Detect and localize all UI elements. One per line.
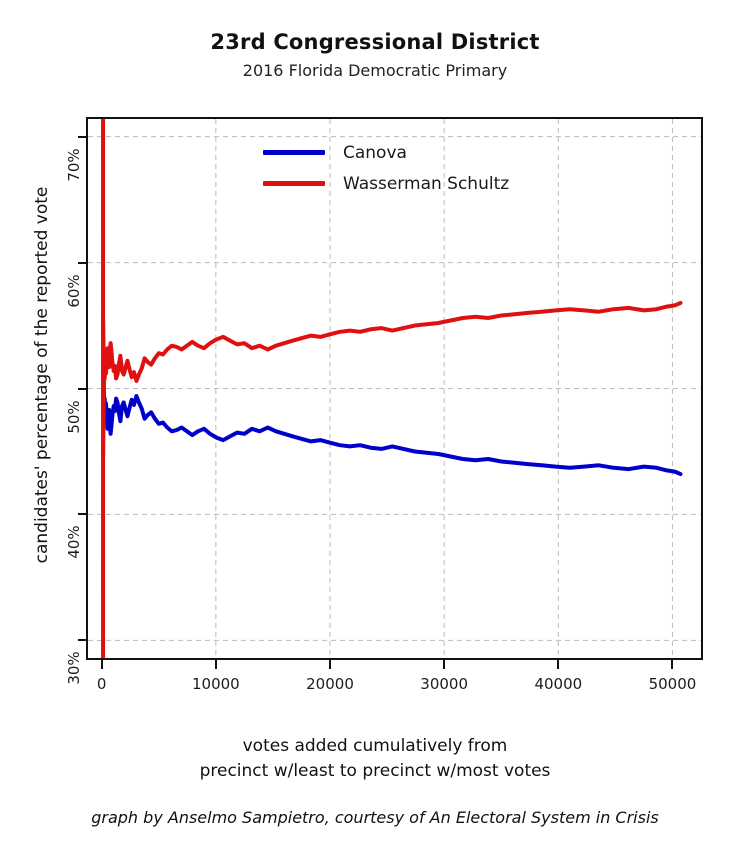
figure-caption: graph by Anselmo Sampietro, courtesy of … [91, 808, 659, 827]
y-tick-label: 40% [65, 525, 83, 560]
chart-subtitle: 2016 Florida Democratic Primary [242, 61, 508, 80]
x-axis-title: votes added cumulatively from precinct w… [0, 734, 750, 784]
y-axis-title: candidates' percentage of the reported v… [32, 186, 52, 564]
series-lines [101, 119, 683, 658]
x-tick-label: 0 [96, 675, 107, 693]
x-axis-title-line1: votes added cumulatively from [242, 736, 508, 756]
x-tick-label: 30000 [420, 675, 469, 693]
chart-title: 23rd Congressional District [210, 30, 540, 54]
legend-swatch-canova [263, 150, 325, 155]
y-tick-mark [78, 513, 86, 516]
x-tick-mark [443, 660, 446, 669]
y-tick-mark [78, 261, 86, 264]
plot-canvas [88, 119, 701, 658]
x-tick-mark [329, 660, 331, 669]
x-tick-mark [557, 660, 560, 669]
y-tick-label: 70% [65, 147, 83, 182]
x-tick-label: 40000 [534, 675, 583, 693]
plot-area: Canova Wasserman Schultz [86, 117, 703, 660]
y-tick-label: 50% [65, 399, 83, 434]
legend-item-canova: Canova [263, 137, 509, 168]
y-tick-mark [78, 135, 86, 138]
legend-label-canova: Canova [343, 142, 407, 163]
gridlines [88, 119, 701, 658]
x-axis-title-line2: precinct w/least to precinct w/most vote… [199, 761, 551, 781]
legend-item-wasserman-schultz: Wasserman Schultz [263, 168, 509, 199]
y-tick-mark [78, 639, 86, 642]
x-tick-label: 10000 [191, 675, 240, 693]
legend: Canova Wasserman Schultz [263, 137, 509, 199]
x-tick-mark [671, 660, 674, 669]
x-tick-mark [100, 660, 103, 669]
x-tick-mark [214, 660, 217, 669]
x-tick-label: 50000 [648, 675, 697, 693]
y-tick-mark [78, 387, 86, 390]
y-tick-label: 60% [65, 273, 83, 308]
legend-swatch-wasserman-schultz [263, 181, 325, 186]
legend-label-wasserman-schultz: Wasserman Schultz [343, 173, 510, 194]
x-tick-label: 20000 [306, 675, 354, 693]
